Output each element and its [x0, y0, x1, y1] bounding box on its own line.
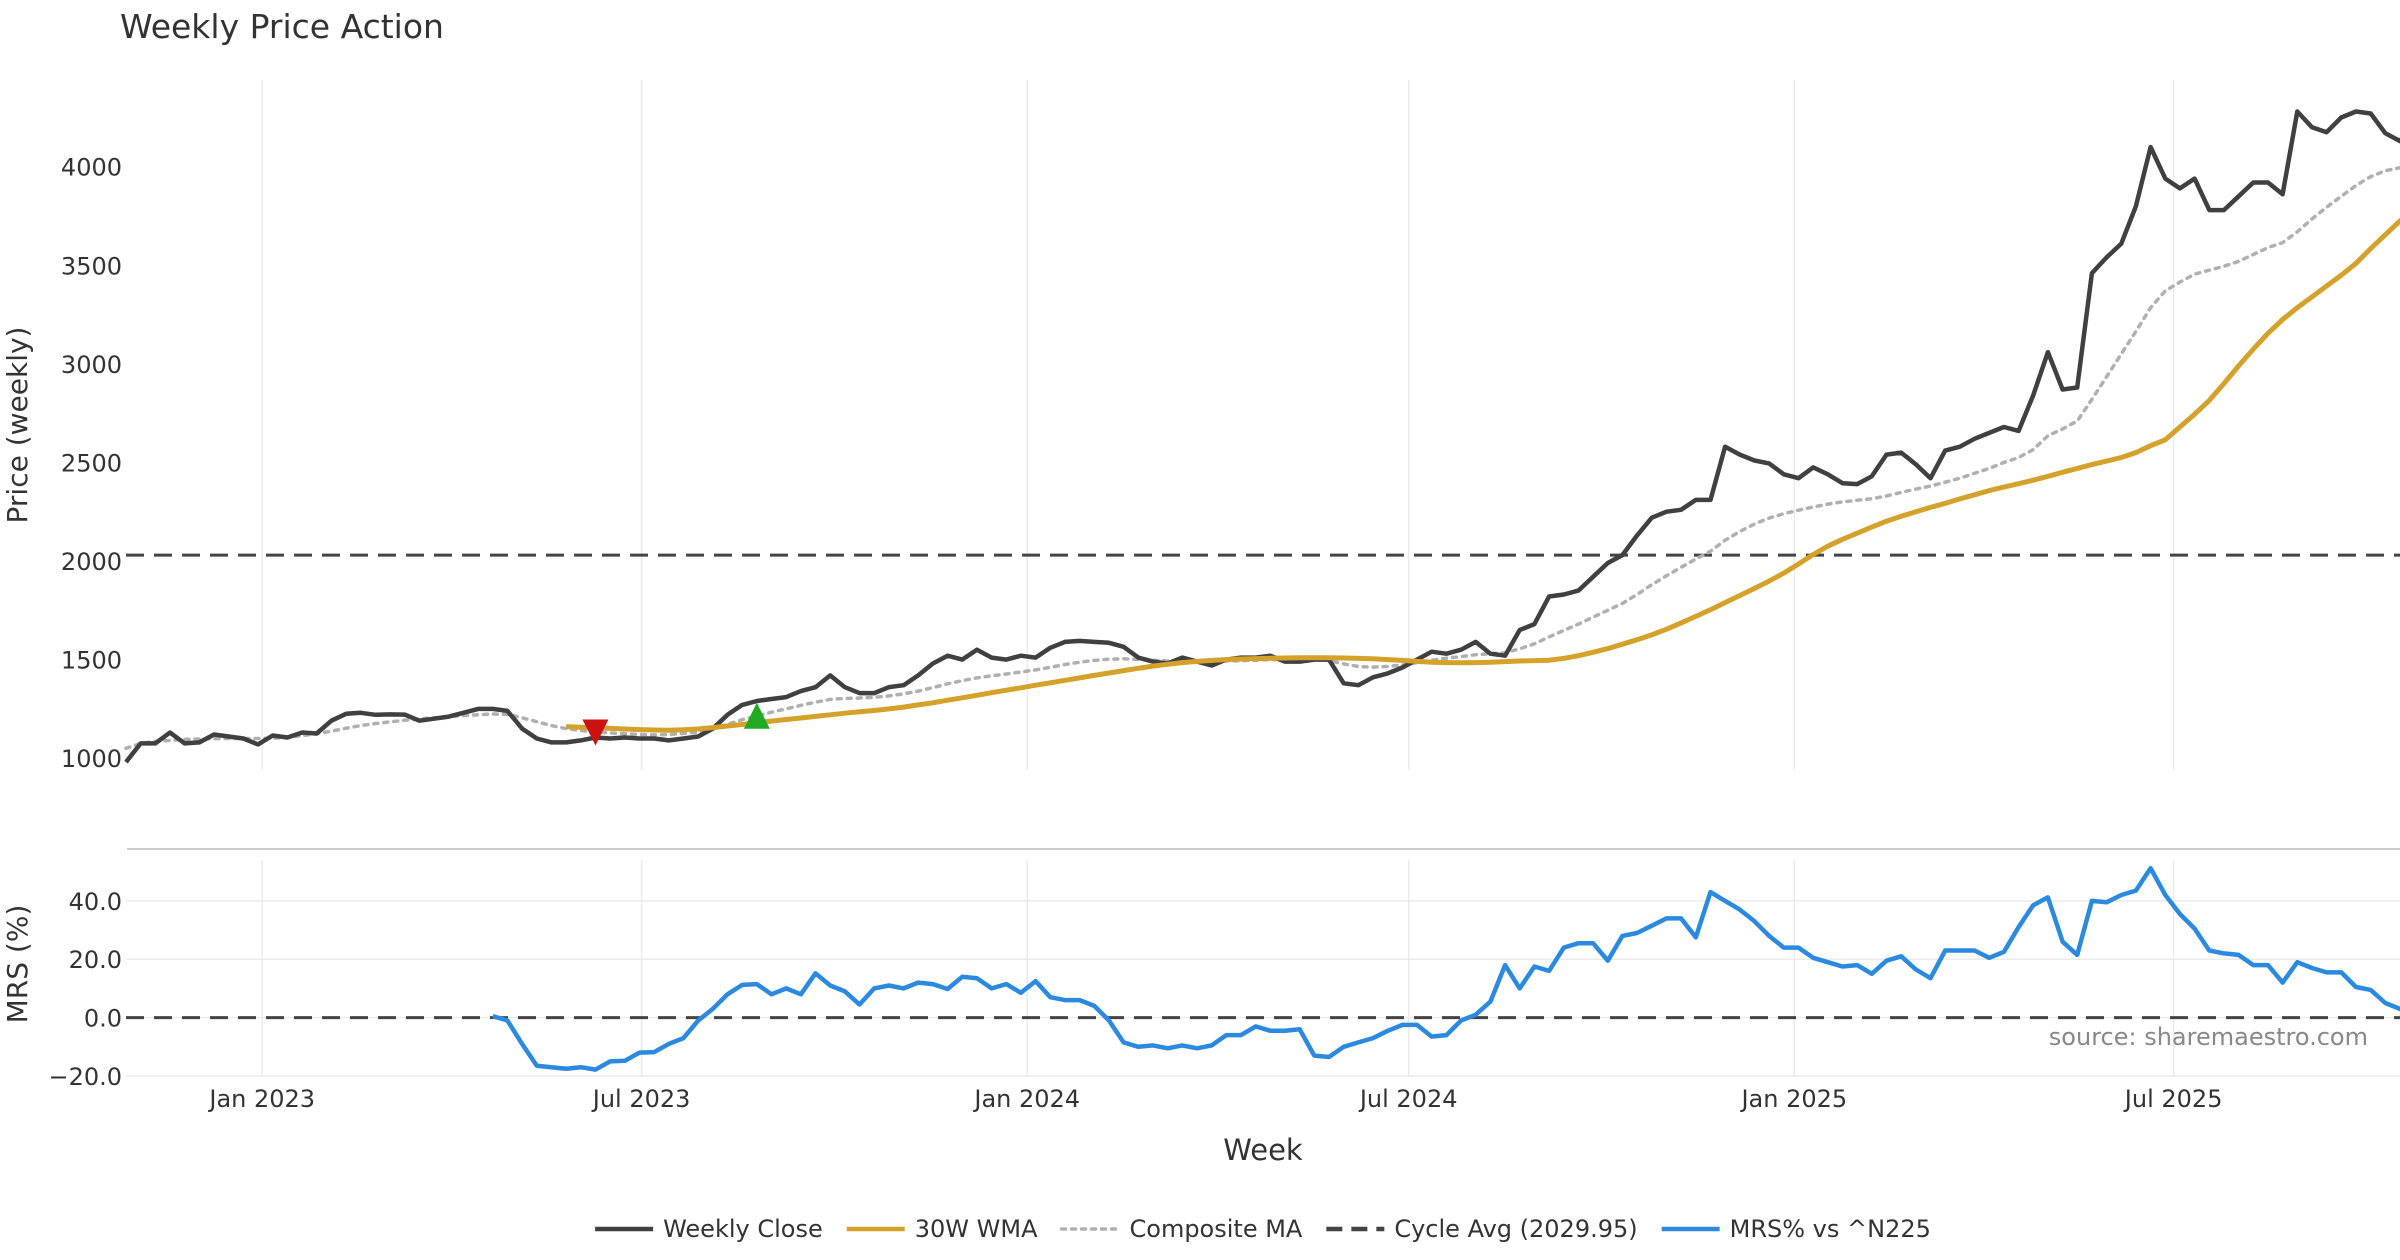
x-tick-label: Jan 2023 [207, 1085, 315, 1113]
signal-markers [582, 702, 770, 746]
legend: Weekly Close 30W WMA Composite MA Cycle Avg… [595, 1215, 1931, 1243]
legend-item: MRS% vs ^N225 [1661, 1215, 1931, 1243]
mrs-panel: 40.0 20.0 0.0 −20.0 MRS (%) source: sharema… [1, 860, 2400, 1091]
price-grid [261, 80, 2175, 770]
price-panel: 1000 1500 2000 2500 3000 3500 4000 Price (week… [1, 80, 2400, 773]
x-axis: Jan 2023 Jul 2023 Jan 2024 Jul 2024 Jan 2025… [207, 1085, 2222, 1113]
legend-item: 30W WMA [846, 1215, 1038, 1243]
x-tick-label: Jul 2025 [2123, 1085, 2223, 1113]
legend-item: Weekly Close [595, 1215, 823, 1243]
mrs-y-tick-label: −20.0 [48, 1063, 122, 1091]
price-y-axis-label: Price (weekly) [1, 327, 34, 524]
legend-label: Weekly Close [663, 1215, 823, 1243]
mrs-line [492, 865, 2400, 1072]
x-tick-label: Jul 2023 [591, 1085, 691, 1113]
legend-label: 30W WMA [915, 1215, 1038, 1243]
x-axis-label: Week [1223, 1133, 1303, 1167]
price-y-tick-label: 1000 [61, 745, 122, 773]
mrs-y-axis-label: MRS (%) [1, 905, 34, 1024]
legend-label: Composite MA [1130, 1215, 1303, 1243]
mrs-y-tick-label: 20.0 [69, 946, 122, 974]
legend-label: MRS% vs ^N225 [1730, 1215, 1931, 1243]
mrs-y-tick-label: 40.0 [69, 888, 122, 916]
mrs-y-tick-label: 0.0 [84, 1005, 122, 1033]
price-y-tick-label: 3000 [61, 351, 122, 379]
price-y-tick-label: 2500 [61, 449, 122, 477]
wma-30w-line [565, 217, 2400, 733]
price-y-tick-label: 1500 [61, 647, 122, 675]
price-lines [124, 109, 2400, 764]
price-y-axis: 1000 1500 2000 2500 3000 3500 4000 [61, 154, 122, 773]
price-y-tick-label: 3500 [61, 252, 122, 280]
sell-signal-marker [582, 719, 609, 746]
legend-label: Cycle Avg (2029.95) [1394, 1215, 1637, 1243]
mrs-y-axis: 40.0 20.0 0.0 −20.0 [48, 888, 122, 1091]
x-tick-label: Jan 2024 [972, 1085, 1080, 1113]
price-y-tick-label: 4000 [61, 154, 122, 182]
x-tick-label: Jan 2025 [1739, 1085, 1847, 1113]
buy-signal-marker [743, 702, 770, 729]
price-y-tick-label: 2000 [61, 548, 122, 576]
x-tick-label: Jul 2024 [1358, 1085, 1458, 1113]
legend-item: Composite MA [1059, 1215, 1303, 1243]
legend-item: Cycle Avg (2029.95) [1326, 1215, 1638, 1243]
source-annotation: source: sharemaestro.com [2049, 1023, 2368, 1051]
chart-title: Weekly Price Action [120, 7, 444, 46]
mrs-lines [126, 865, 2400, 1072]
weekly-close-line [124, 109, 2400, 764]
